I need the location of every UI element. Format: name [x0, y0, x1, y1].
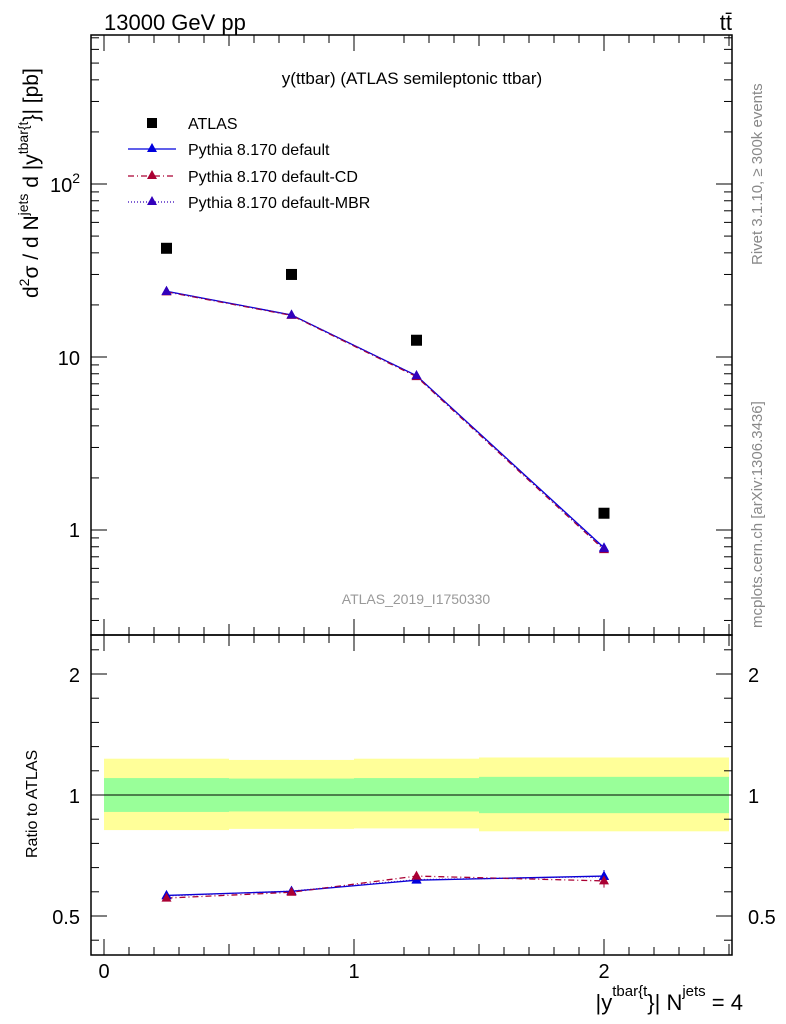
legend-marker-atlas	[147, 118, 157, 128]
ratio-ytick-label-right-2: 2	[748, 665, 759, 687]
ratio-ylabel: Ratio to ATLAS	[24, 750, 41, 858]
ratio-point-pythia-8-170-default-cd-0	[161, 892, 172, 902]
xtick-label-1: 1	[348, 961, 359, 983]
ratio-line-pythia-8-170-default	[166, 875, 605, 897]
series-line-pythia-8-170-default-mbr	[166, 290, 605, 550]
ratio-uncertainty-bands	[104, 757, 729, 832]
main-panel: 1 10 102 y(ttbar) (ATLAS semileptonic tt…	[15, 34, 733, 636]
main-ytick-labels: 1 10 102	[50, 170, 80, 542]
source-label: mcplots.cern.ch [arXiv:1306.3436]	[749, 401, 766, 628]
legend-marker-cd	[147, 170, 157, 179]
legend-label-cd: Pythia 8.170 default-CD	[188, 169, 358, 186]
xtick-label-0: 0	[98, 961, 109, 983]
series-line-pythia-8-170-default-cd	[166, 291, 605, 551]
data-point-pythia-8-170-default-mbr-2	[411, 370, 422, 380]
legend-label-atlas: ATLAS	[188, 116, 238, 133]
legend-marker-mbr	[147, 196, 157, 205]
data-point-atlas-2	[411, 334, 422, 346]
ratio-ytick-label-2: 2	[69, 665, 80, 687]
data-point-atlas-1	[286, 268, 297, 280]
ratio-panel: 0.5 1 2 0.5 1 2 0 1 2 Ratio to ATLAS |yt…	[24, 634, 776, 1015]
ratio-ytick-label-0.5: 0.5	[52, 907, 80, 929]
series-line-pythia-8-170-default	[166, 290, 605, 549]
chart-title: y(ttbar) (ATLAS semileptonic ttbar)	[282, 69, 542, 88]
ratio-line-pythia-8-170-default-cd	[166, 875, 605, 899]
ratio-plot-marks	[161, 870, 609, 902]
ratio-point-pythia-8-170-default-3	[599, 870, 609, 880]
xlabel: |ytbar{t}| Njets = 4	[596, 983, 743, 1015]
ratio-point-pythia-8-170-default-cd-2	[411, 870, 422, 880]
legend: ATLAS Pythia 8.170 default Pythia 8.170 …	[128, 116, 370, 212]
ratio-ytick-label-right-0.5: 0.5	[748, 907, 776, 929]
data-point-pythia-8-170-default-mbr-1	[286, 309, 297, 319]
ytick-label-10: 10	[58, 348, 80, 370]
legend-label-default: Pythia 8.170 default	[188, 142, 330, 159]
ratio-point-pythia-8-170-default-cd-1	[286, 886, 297, 896]
ratio-axis-ticks	[91, 635, 732, 955]
ratio-point-pythia-8-170-default-cd-3	[599, 875, 609, 885]
rivet-label: Rivet 3.1.10, ≥ 300k events	[749, 83, 766, 265]
process-label: tt̄	[720, 10, 732, 35]
ratio-ytick-label-1: 1	[69, 786, 80, 808]
ytick-label-1: 1	[69, 520, 80, 542]
legend-label-mbr: Pythia 8.170 default-MBR	[188, 195, 370, 212]
data-point-atlas-0	[161, 242, 172, 254]
energy-label: 13000 GeV pp	[104, 10, 246, 35]
data-point-pythia-8-170-default-mbr-0	[161, 286, 172, 296]
main-ylabel: d2σ / d Njets d |ytbar{t}| [pb]	[15, 68, 43, 298]
data-point-pythia-8-170-default-mbr-3	[599, 543, 609, 553]
ytick-label-100: 102	[50, 170, 80, 197]
ratio-ytick-label-right-1: 1	[748, 786, 759, 808]
legend-marker-default	[147, 143, 157, 152]
xtick-label-2: 2	[598, 961, 609, 983]
data-point-atlas-3	[598, 507, 610, 519]
main-axis-ticks	[91, 35, 732, 635]
main-plot-marks	[161, 242, 610, 554]
analysis-watermark: ATLAS_2019_I1750330	[342, 591, 491, 607]
